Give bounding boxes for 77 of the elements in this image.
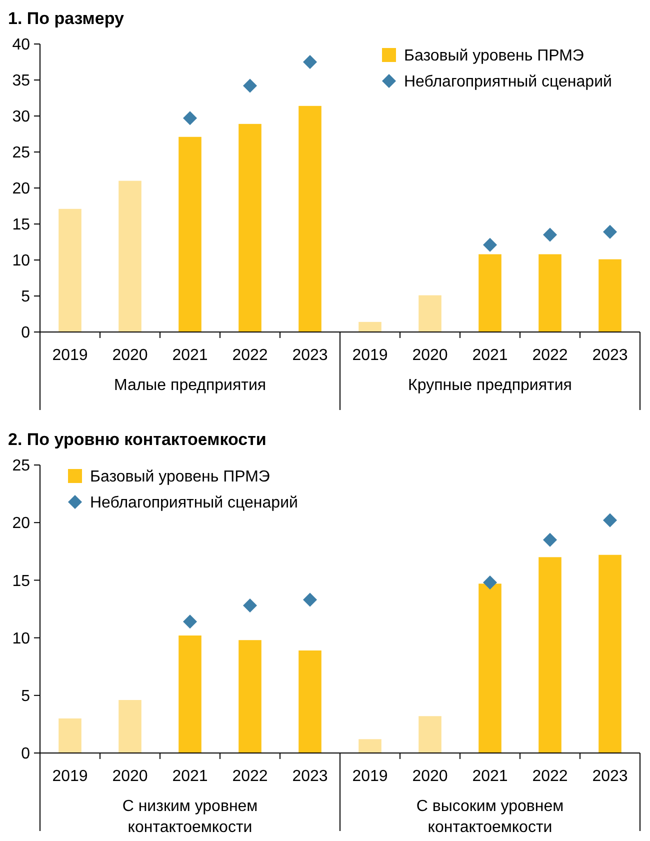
chart-title: 2. По уровню контактоемкости [8,430,266,449]
y-tick-label: 0 [21,746,30,763]
point [603,224,617,239]
y-tick-label: 25 [12,144,30,162]
bar [358,322,382,332]
bar [118,700,142,753]
y-tick-label: 0 [21,324,30,342]
text: С высоким уровнем контактоемкости [416,798,564,836]
point [183,614,197,629]
y-tick-label: 35 [12,72,30,90]
y-tick-label: 15 [12,572,30,590]
point [603,513,617,528]
bar [418,295,442,332]
bar [538,254,562,332]
point [303,55,317,69]
x-tick-label: 2022 [532,768,568,785]
y-tick-label: 30 [12,108,30,126]
x-tick-label: 2022 [232,768,268,785]
bar [478,254,502,332]
legend-label: Неблагоприятный сценарий [404,74,612,91]
x-tick-label: 2023 [592,768,628,785]
x-tick-label: 2022 [232,347,268,364]
y-tick-label: 25 [12,458,30,475]
x-tick-label: 2023 [292,768,328,785]
point [183,111,197,126]
y-tick-label: 40 [12,36,30,54]
y-tick-label: 20 [12,180,30,198]
bar [238,124,262,332]
bar [178,136,202,332]
x-tick-label: 2023 [592,347,628,364]
y-tick-label: 10 [12,630,30,648]
x-tick-label: 2019 [52,768,88,785]
x-tick-label: 2019 [52,347,88,364]
y-tick-label: 5 [21,288,30,306]
x-tick-label: 2021 [172,768,208,785]
bar [118,180,142,332]
x-tick-label: 2020 [112,768,148,785]
y-tick-label: 10 [12,252,30,270]
x-tick-label: 2019 [352,768,388,785]
x-tick-label: 2020 [412,347,448,364]
x-tick-label: 2020 [412,768,448,785]
x-tick-label: 2022 [532,347,568,364]
bar [598,554,622,753]
point [483,576,497,590]
bar [238,640,262,753]
bar [598,259,622,332]
bar [538,557,562,753]
text: С низким уровнем контактоемкости [122,798,258,836]
text: Крупные предприятия [408,377,572,394]
point [543,228,557,242]
point [543,532,557,547]
legend-label: Неблагоприятный сценарий [90,494,298,512]
x-tick-label: 2019 [352,347,388,364]
bar [58,208,82,332]
y-tick-label: 5 [21,688,30,705]
x-tick-label: 2021 [172,347,208,364]
bar [358,739,382,753]
text: Малые предприятия [114,377,266,394]
x-tick-label: 2021 [472,347,508,364]
bar [298,106,322,332]
chart-title: 1. По размеру [8,9,124,28]
point [303,592,317,607]
x-tick-label: 2020 [112,347,148,364]
point [243,598,257,613]
y-tick-label: 15 [12,216,30,234]
legend-label: Базовый уровень ПРМЭ [90,468,270,486]
bar [178,635,202,753]
point [243,78,257,93]
x-tick-label: 2023 [292,347,328,364]
legend-label: Базовый уровень ПРМЭ [404,48,584,65]
bar [478,584,502,753]
x-tick-label: 2021 [472,768,508,785]
bar [58,718,82,753]
y-tick-label: 20 [12,515,30,532]
bar [298,650,322,753]
point [483,238,497,252]
bar [418,716,442,753]
